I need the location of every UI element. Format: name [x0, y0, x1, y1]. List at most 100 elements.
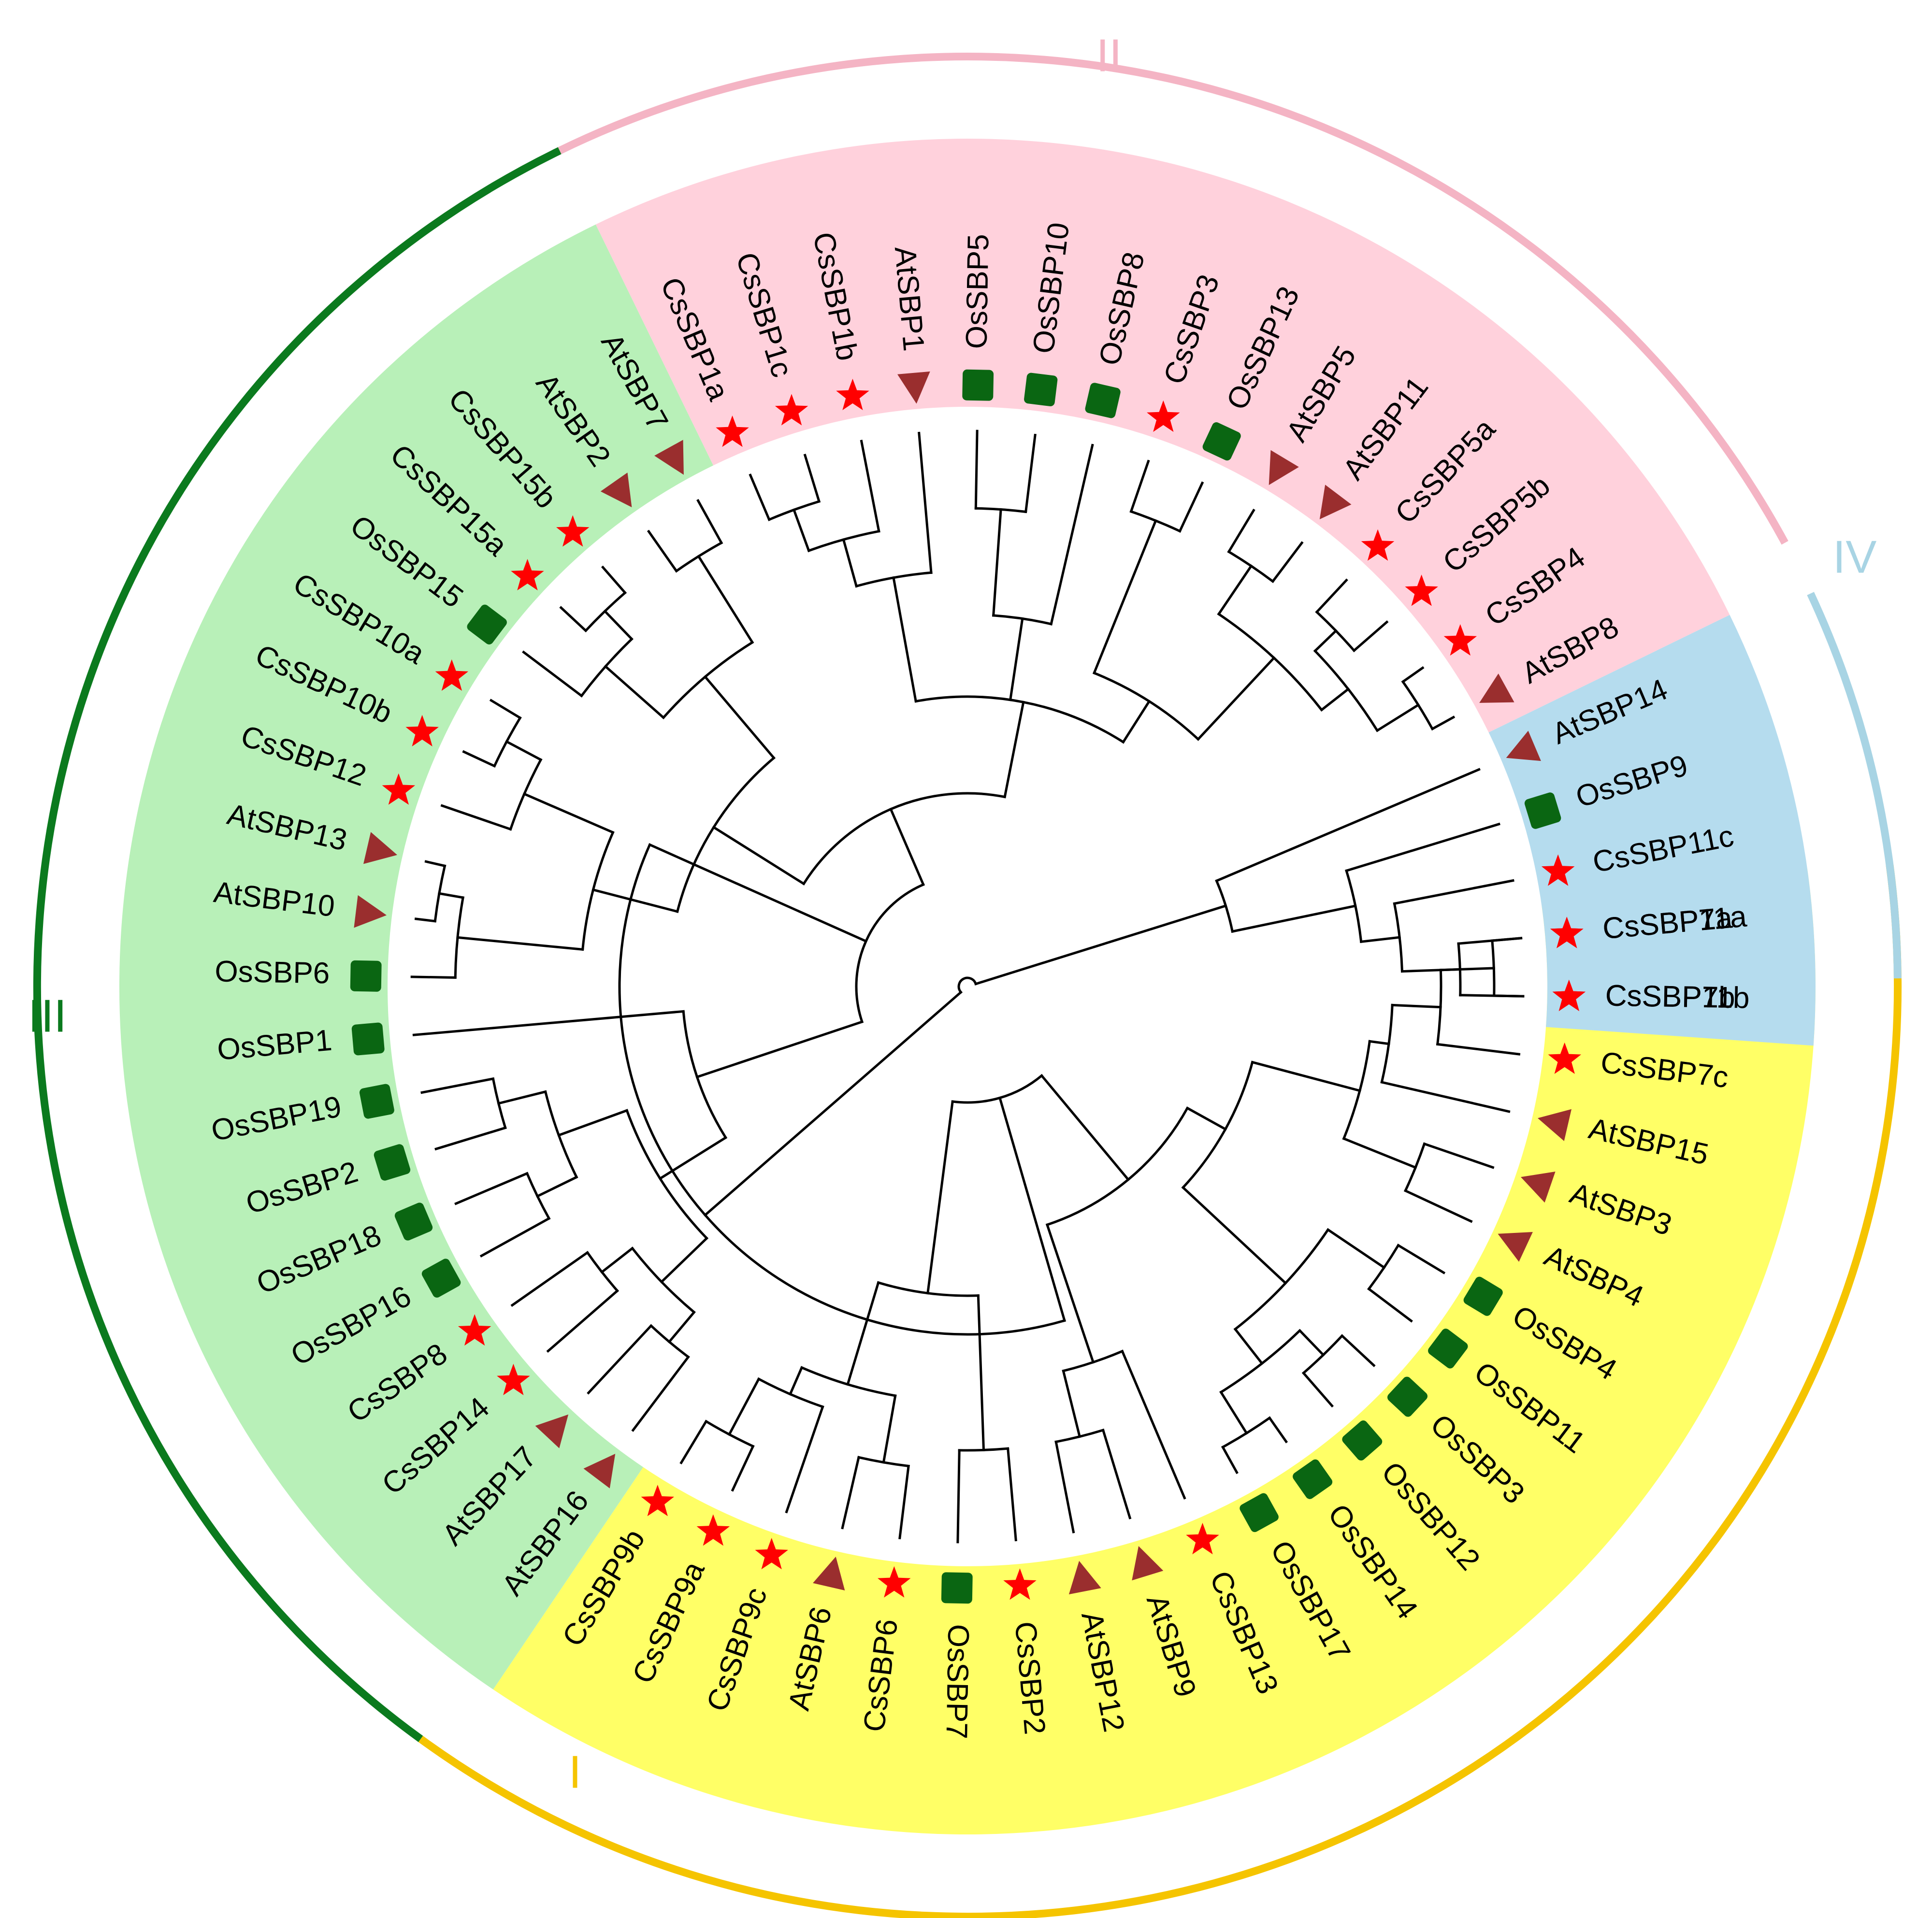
tree-branch-164 — [727, 1377, 761, 1436]
tree-branch-83 — [1092, 671, 1200, 741]
tree-branch-39 — [438, 892, 464, 899]
tree-branch-80 — [1024, 433, 1037, 514]
tree-branch-45 — [440, 804, 512, 831]
tree-branch-175 — [1393, 902, 1404, 973]
marker-cssbp11b-star-icon — [1552, 979, 1586, 1011]
marker-ossbp13-square-icon — [1202, 422, 1241, 461]
tree-branch-10 — [631, 1246, 696, 1314]
tree-branch-162 — [757, 1377, 824, 1409]
tree-branch-142 — [1045, 1223, 1095, 1364]
tree-branch-58 — [601, 565, 627, 595]
tree-branch-148 — [1054, 1440, 1075, 1533]
clade-sector-iii — [119, 224, 714, 1689]
tree-branch-7 — [658, 1136, 728, 1180]
tree-branch-24 — [454, 1172, 529, 1205]
tree-branch-114 — [1391, 1003, 1442, 1009]
marker-atsbp15-triangle-icon — [1538, 1109, 1572, 1141]
tree-branch-72 — [803, 454, 821, 503]
clade-ring-iii — [33, 147, 562, 1742]
tree-branch-13 — [631, 1355, 690, 1432]
tree-branch-44 — [509, 758, 543, 831]
marker-ossbp11-square-icon — [1428, 1329, 1468, 1369]
tree-branch-47 — [492, 716, 522, 768]
marker-atsbp10-triangle-icon — [354, 895, 387, 928]
tree-branch-16 — [586, 1251, 620, 1293]
tree-branch-125 — [1403, 1189, 1473, 1223]
tree-branch-65 — [892, 576, 918, 703]
leaf-label-cssbp7b: CsSBP7b — [1605, 979, 1735, 1015]
marker-ossbp1-square-icon — [351, 1022, 385, 1056]
tree-branch-25 — [497, 1090, 547, 1105]
tree-branch-50 — [703, 675, 776, 760]
tree-branch-97 — [1315, 610, 1356, 653]
tree-branch-90 — [1217, 564, 1253, 616]
tree-branch-77 — [992, 508, 1002, 617]
tree-branch-168 — [974, 904, 1227, 986]
tree-branch-94 — [1320, 687, 1350, 712]
marker-cssbp10b-star-icon — [405, 715, 439, 746]
tree-branch-134 — [1298, 1329, 1325, 1357]
tree-branch-108 — [1185, 1106, 1227, 1131]
tree-branch-140 — [1268, 1416, 1288, 1444]
tree-branch-157 — [882, 1394, 897, 1464]
marker-ossbp4-square-icon — [1463, 1276, 1503, 1316]
tree-branch-111 — [1342, 1040, 1371, 1140]
marker-cssbp1c-star-icon — [775, 394, 808, 426]
tree-branch-67 — [842, 538, 858, 588]
tree-branch-109 — [1181, 1060, 1254, 1189]
tree-branch-89 — [1217, 612, 1324, 712]
marker-ossbp10-square-icon — [1024, 372, 1058, 406]
tree-branch-166 — [731, 1445, 755, 1492]
tree-branch-132 — [1233, 1327, 1264, 1365]
marker-cssbp6-star-icon — [878, 1566, 911, 1598]
marker-ossbp7-square-icon — [941, 1572, 973, 1604]
tree-branch-171 — [1231, 904, 1357, 933]
marker-cssbp7c-star-icon — [1548, 1042, 1581, 1074]
clade-label-iii: III — [28, 990, 67, 1042]
tree-branch-34 — [591, 888, 679, 913]
tree-branch-180 — [1459, 994, 1525, 998]
tree-branch-163 — [785, 1405, 824, 1514]
tree-branch-22 — [525, 1172, 551, 1220]
tree-branch-86 — [1129, 459, 1150, 513]
marker-ossbp17-square-icon — [1240, 1493, 1279, 1532]
tree-branch-54 — [522, 650, 583, 698]
tree-branch-113 — [1380, 1003, 1394, 1084]
clade-ring-ii — [558, 52, 1788, 545]
tree-branch-101 — [1401, 680, 1434, 731]
tree-branch-96 — [1313, 629, 1338, 653]
tree-branch-88 — [1196, 656, 1276, 741]
leaf-label-ossbp5: OsSBP5 — [960, 234, 995, 349]
tree-branch-11 — [667, 1310, 696, 1344]
tree-branch-138 — [1219, 1390, 1249, 1435]
tree-branch-46 — [505, 740, 543, 761]
tree-branch-20 — [544, 1090, 578, 1179]
tree-branch-124 — [1423, 1142, 1495, 1169]
tree-branch-62 — [696, 499, 723, 544]
tree-branch-98 — [1315, 578, 1348, 614]
tree-branch-40 — [433, 864, 447, 923]
tree-branch-160 — [841, 1456, 860, 1530]
tree-branch-87 — [1178, 481, 1204, 533]
marker-cssbp4-star-icon — [1443, 624, 1477, 656]
marker-cssbp10a-star-icon — [435, 659, 469, 691]
tree-branch-104 — [998, 1096, 1066, 1322]
tree-branch-92 — [1227, 508, 1255, 554]
tree-branch-23 — [479, 1217, 551, 1258]
tree-branch-81 — [1050, 444, 1094, 626]
clade-label-i: I — [569, 1746, 582, 1798]
tree-branch-27 — [434, 1126, 507, 1151]
marker-cssbp5b-star-icon — [1405, 574, 1438, 606]
tree-branch-172 — [1345, 869, 1363, 943]
leaf-label-ossbp6: OsSBP6 — [215, 955, 330, 990]
marker-ossbp5-square-icon — [962, 369, 994, 401]
marker-cssbp12-star-icon — [382, 773, 416, 805]
tree-branch-91 — [1227, 550, 1275, 583]
tree-branch-12 — [649, 1324, 690, 1359]
tree-branch-32 — [712, 825, 806, 886]
tree-branch-31 — [802, 792, 1007, 886]
marker-atsbp2-triangle-icon — [600, 472, 632, 507]
marker-ossbp2-square-icon — [374, 1144, 411, 1181]
clade-background-sectors — [119, 139, 1816, 1835]
